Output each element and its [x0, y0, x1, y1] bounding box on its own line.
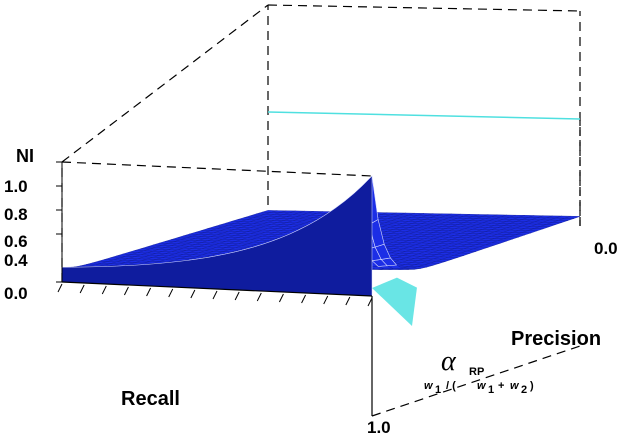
x-tick: [79, 284, 85, 294]
x-tick: [168, 288, 174, 298]
box-edge: [61, 4, 269, 163]
weight-open: / (: [446, 380, 456, 392]
x-tick: [123, 286, 129, 296]
x-tick: [212, 290, 218, 300]
alpha-subscript: RP: [469, 366, 484, 378]
x-tick: [57, 283, 63, 293]
surface-skirt: [61, 175, 373, 297]
x-tick: [367, 297, 373, 307]
x-tick: [101, 285, 107, 295]
x-tick: [323, 295, 329, 305]
x-tick: [146, 287, 152, 297]
weight-formula: w 1 / ( w 1 + w 2 ): [424, 380, 534, 396]
x-tick: [301, 294, 307, 304]
x-tick: [190, 289, 196, 299]
weight-w: w: [424, 380, 434, 392]
x-tick: [278, 293, 284, 303]
surface-highlight: [372, 277, 417, 326]
weight-w: w: [510, 380, 520, 392]
x-tick: [256, 292, 262, 302]
x-tick: [234, 291, 240, 301]
weight-sub1: 1: [435, 384, 441, 396]
z-tick-label: 1.0: [4, 177, 28, 196]
z-tick-label: 0.8: [4, 205, 28, 224]
box-edge: [267, 4, 581, 12]
z-tick-label: 0.6: [4, 232, 28, 251]
x-tick-label: 1.0: [367, 418, 391, 437]
weight-sub1: 1: [488, 384, 494, 396]
weight-plus: +: [498, 380, 504, 392]
box-edge: [61, 161, 373, 177]
y-axis-title: Precision: [511, 328, 601, 350]
surface-mesh: [61, 175, 581, 326]
z-axis-title: NI: [16, 146, 34, 166]
y-tick-label: 0.0: [594, 239, 618, 258]
box-edge: [371, 345, 581, 417]
x-axis-title: Recall: [121, 388, 180, 410]
weight-close: ): [530, 380, 534, 392]
z-axis-ticks: [56, 161, 63, 283]
bounding-box-front: [57, 119, 581, 417]
weight-w: w: [477, 380, 487, 392]
box-edge: [61, 281, 373, 297]
z-tick-label: 0.4: [4, 251, 28, 270]
weight-sub2: 2: [521, 384, 527, 396]
x-tick: [345, 296, 351, 306]
z-tick-label: 0.0: [4, 284, 28, 303]
box-edge-highlight: [267, 111, 581, 120]
alpha-symbol: α: [441, 346, 457, 377]
